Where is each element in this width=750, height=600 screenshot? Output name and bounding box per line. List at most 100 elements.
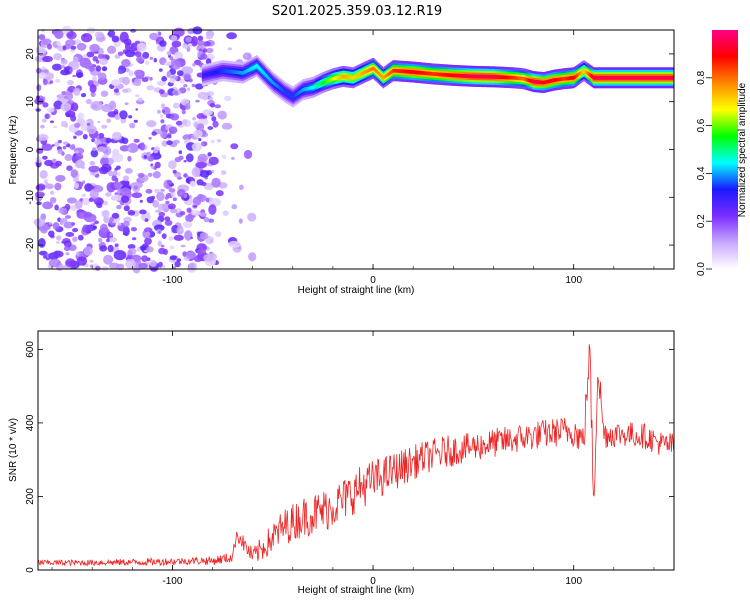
snr-x-tick-label: 100: [565, 576, 582, 587]
spectrogram-noise-blob: [74, 159, 85, 169]
spectrogram-ridge-cell: [523, 77, 525, 81]
spectrogram-ridge-cell: [443, 72, 446, 77]
snr-y-ticks: 0 200 400 600: [25, 341, 674, 573]
spectrogram-ridge-cell: [453, 73, 456, 78]
spectrogram-ridge-cell: [412, 70, 415, 74]
spectrogram-ridge-cell: [419, 70, 422, 75]
spectrogram-noise-blob: [144, 237, 152, 245]
spectrogram-noise-blob: [200, 53, 208, 60]
spectrogram-y-tick-label: 10: [25, 96, 36, 108]
spectrogram-noise-blob: [84, 183, 93, 192]
spectrogram-ridge-cell: [526, 78, 529, 82]
spectrogram-noise-blob: [169, 78, 176, 84]
spectrogram-ridge-cell: [449, 73, 452, 78]
spectrogram-ridge-cell: [561, 77, 564, 81]
spectrogram-ridge-cell: [220, 69, 222, 73]
spectrogram-ridge-cell: [472, 74, 475, 79]
spectrogram-noise-blob: [195, 83, 204, 90]
spectrogram-noise-blob: [192, 116, 197, 121]
spectrogram-ridge-cell: [579, 71, 582, 75]
spectrogram-noise-blob: [152, 148, 159, 154]
spectrogram-ridge-cell: [613, 76, 616, 80]
spectrogram-ridge-cell: [393, 68, 395, 73]
spectrogram-ridge-cell: [496, 75, 499, 79]
spectrogram-ridge-cell: [246, 68, 249, 73]
spectrogram-noise-blob: [181, 109, 186, 115]
spectrogram-noise-blob: [133, 119, 138, 123]
spectrogram-ridge-cell: [386, 73, 388, 78]
spectrogram-ridge-cell: [352, 76, 354, 80]
spectrogram-ridge-cell: [606, 76, 608, 80]
spectrogram-noise-blob: [127, 147, 132, 151]
snr-y-tick-label: 200: [25, 488, 36, 505]
spectrogram-noise-blob: [193, 129, 203, 138]
spectrogram-noise-blob: [88, 65, 95, 72]
spectrogram-noise-blob: [169, 56, 174, 61]
spectrogram-ridge-cell: [457, 73, 459, 78]
spectrogram-ridge-cell: [649, 76, 652, 80]
spectrogram-ridge-cell: [500, 75, 503, 80]
spectrogram-noise-blob: [76, 72, 84, 78]
spectrogram-noise-blob: [158, 211, 166, 217]
spectrogram-ridge-cell: [368, 68, 370, 73]
spectrogram-noise-blob: [42, 155, 48, 160]
spectrogram-ridge-cell: [430, 71, 433, 76]
spectrogram-noise-blob: [127, 210, 136, 216]
spectrogram-noise-blob: [56, 235, 62, 241]
spectrogram-noise-blob: [70, 45, 77, 50]
spectrogram-x-tick-label: 0: [370, 275, 376, 286]
spectrogram-y-tick-label: -20: [25, 237, 36, 252]
spectrogram-ridge-cell: [501, 75, 504, 80]
spectrogram-noise-blob: [157, 240, 162, 247]
spectrogram-noise-blob: [166, 140, 173, 146]
spectrogram-noise-blob: [188, 262, 197, 271]
spectrogram-noise-blob: [88, 165, 100, 173]
spectrogram-noise-blob: [72, 236, 78, 242]
spectrogram-noise-blob: [47, 43, 52, 50]
spectrogram-ridge-cell: [458, 73, 460, 78]
spectrogram-noise-blob: [100, 90, 109, 97]
spectrogram-ridge-cell: [425, 71, 428, 76]
spectrogram-noise-blob: [94, 31, 105, 39]
snr-y-tick-label: 600: [25, 341, 36, 358]
spectrogram-noise-blob: [42, 55, 53, 63]
spectrogram-ridge-cell: [406, 69, 409, 74]
spectrogram-noise-blob: [97, 146, 106, 153]
spectrogram-noise-blob: [81, 33, 93, 43]
spectrogram-noise-blob: [179, 78, 186, 84]
spectrogram-y-tick-label: -10: [25, 190, 36, 205]
spectrogram-noise-blob: [98, 238, 103, 243]
spectrogram-ridge-cell: [595, 76, 598, 80]
spectrogram-ridge-cell: [600, 76, 602, 80]
spectrogram-noise-blob: [65, 39, 76, 47]
spectrogram-noise-blob: [222, 210, 229, 216]
spectrogram-ridge-cell: [429, 71, 431, 76]
spectrogram-noise-blob: [60, 58, 68, 65]
spectrogram-noise-blob: [189, 181, 196, 188]
spectrogram-noise-blob: [211, 169, 215, 174]
spectrogram-noise-blob: [168, 126, 178, 134]
spectrogram-ridge-cell: [377, 71, 380, 76]
spectrogram-noise-blob: [131, 192, 143, 199]
spectrogram-noise-blob: [199, 232, 209, 240]
spectrogram-noise-blob: [92, 147, 97, 152]
spectrogram-ridge-cell: [435, 72, 438, 76]
spectrogram-x-tick-label: -100: [162, 275, 182, 286]
spectrogram-noise-blob: [161, 203, 170, 209]
spectrogram-ridge-cell: [315, 84, 317, 88]
spectrogram-ridge-cell: [434, 72, 436, 76]
spectrogram-noise-blob: [155, 41, 159, 45]
spectrogram-noise-blob: [52, 63, 62, 71]
spectrogram-noise-blob: [216, 139, 222, 143]
spectrogram-ridge-cell: [359, 72, 362, 77]
spectrogram-noise-blob: [90, 100, 103, 111]
spectrogram-ridge-cell: [653, 76, 655, 80]
spectrogram-noise-blob: [185, 251, 197, 259]
spectrogram-noise-blob: [92, 56, 99, 62]
spectrogram-ridge-cell: [340, 75, 342, 79]
spectrogram-ridge-cell: [274, 82, 276, 86]
spectrogram-ridge-cell: [439, 72, 441, 77]
spectrogram-ridge-cell: [499, 75, 501, 79]
spectrogram-ridge-cell: [263, 71, 265, 76]
spectrogram-noise-blob: [61, 91, 67, 96]
